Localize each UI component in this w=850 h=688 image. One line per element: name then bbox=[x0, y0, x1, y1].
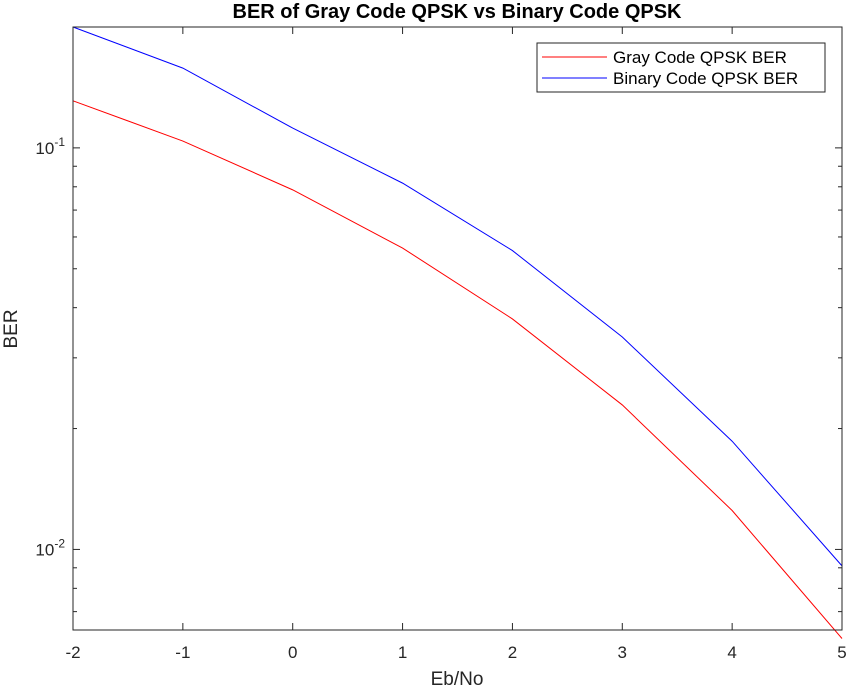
plot-frame bbox=[72, 26, 843, 631]
x-tick-label: -2 bbox=[65, 643, 80, 662]
legend-label-1: Gray Code QPSK BER bbox=[613, 48, 787, 67]
series-line-1 bbox=[72, 100, 843, 639]
x-tick-label: 5 bbox=[837, 643, 846, 662]
plot-area bbox=[73, 27, 842, 630]
legend: Gray Code QPSK BER Binary Code QPSK BER bbox=[536, 42, 826, 93]
x-tick-label: 2 bbox=[508, 643, 517, 662]
x-axis-label: Eb/No bbox=[431, 669, 484, 688]
x-tick-label: 0 bbox=[288, 643, 297, 662]
y-tick-label: 10-1 bbox=[35, 135, 65, 158]
x-tick-label: 3 bbox=[618, 643, 627, 662]
series-line-2 bbox=[72, 26, 843, 567]
x-tick-label: -1 bbox=[175, 643, 190, 662]
x-tick-label: 1 bbox=[398, 643, 407, 662]
x-axis-ticks: -2 -1 0 1 2 3 4 5 bbox=[65, 27, 847, 662]
legend-box bbox=[536, 42, 826, 93]
y-axis-label: BER bbox=[1, 309, 22, 348]
series-layer bbox=[72, 26, 843, 639]
y-tick-label: 10-2 bbox=[35, 536, 65, 559]
legend-label-2: Binary Code QPSK BER bbox=[613, 69, 798, 88]
x-tick-label: 4 bbox=[727, 643, 736, 662]
y-axis-ticks: 10-1 10-2 bbox=[35, 26, 842, 613]
chart-title: BER of Gray Code QPSK vs Binary Code QPS… bbox=[233, 1, 683, 23]
